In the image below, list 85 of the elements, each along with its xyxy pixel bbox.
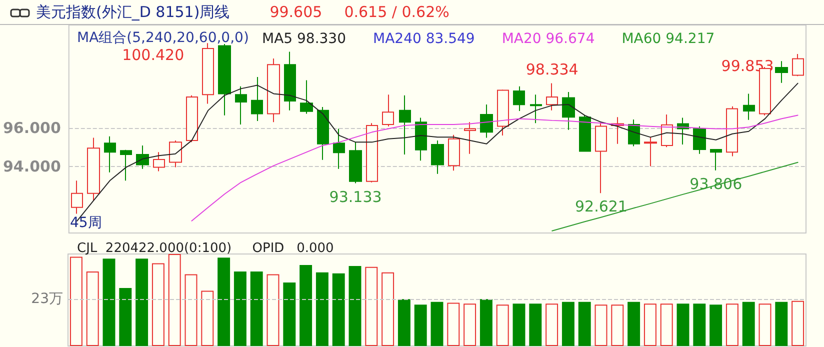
bar — [512, 304, 526, 346]
candlestick — [743, 93, 755, 120]
candlestick — [775, 60, 788, 84]
candlestick — [218, 44, 231, 116]
candlestick — [530, 94, 542, 124]
candlestick — [661, 114, 673, 148]
candlestick — [415, 117, 427, 162]
candlestick — [464, 122, 476, 154]
bar — [398, 299, 410, 346]
candlestick — [595, 122, 607, 194]
annotation: 98.334 — [526, 60, 578, 79]
candlestick — [284, 51, 296, 111]
bar — [480, 299, 492, 346]
candlestick — [202, 42, 214, 104]
text: 0.615 / 0.62% — [344, 3, 450, 21]
candlestick — [169, 140, 182, 168]
line-series — [552, 162, 798, 232]
bar — [250, 271, 263, 346]
bar — [316, 272, 328, 346]
candlestick — [120, 149, 132, 182]
annotation: 100.420 — [122, 46, 184, 64]
candlestick — [399, 94, 411, 155]
candlestick — [448, 134, 460, 172]
text: 99.605 — [270, 3, 322, 21]
bar — [332, 273, 345, 346]
bar — [529, 304, 542, 346]
bar — [234, 271, 246, 346]
candlestick — [251, 76, 263, 122]
text: MA5 98.330 — [262, 31, 346, 47]
candlestick — [366, 122, 378, 183]
bar — [628, 302, 640, 346]
text: MA20 96.674 — [502, 31, 595, 47]
bar — [348, 266, 362, 346]
candlestick — [136, 144, 149, 170]
annotation: 93.133 — [329, 188, 382, 206]
candlestick — [349, 142, 362, 184]
candlestick — [104, 136, 116, 173]
bar — [430, 302, 444, 346]
candlestick — [317, 106, 329, 160]
legend-label: MA240 83.549 — [373, 31, 475, 47]
bar — [742, 302, 755, 346]
y-tick-label: 94.000 — [2, 158, 61, 176]
line-series — [191, 114, 798, 222]
text: MA60 94.217 — [622, 31, 715, 47]
bar — [102, 258, 116, 346]
candlestick — [497, 89, 509, 136]
candlestick — [726, 106, 738, 157]
candlestick — [431, 140, 444, 174]
y-tick-label: 96.000 — [2, 119, 61, 138]
candlestick — [513, 86, 525, 112]
bar — [676, 304, 690, 346]
candlestick — [382, 94, 394, 127]
annotation: 92.621 — [574, 198, 628, 216]
bar — [693, 304, 706, 346]
candlestick — [562, 91, 575, 130]
candlestick — [71, 180, 83, 214]
bar — [300, 265, 312, 346]
bar — [710, 304, 722, 346]
candlestick — [579, 114, 591, 152]
bar — [578, 302, 591, 346]
candlestick — [480, 104, 493, 138]
bar — [775, 302, 788, 346]
bar — [218, 258, 230, 346]
candlestick — [235, 86, 247, 125]
candlestick — [546, 82, 558, 111]
candlestick — [300, 80, 313, 114]
candlestick — [792, 53, 804, 77]
bar — [119, 288, 132, 346]
candlestick — [186, 94, 198, 143]
ref-line-label: 23万 — [31, 291, 63, 308]
candlestick — [693, 126, 706, 154]
candlestick — [153, 152, 165, 172]
bar — [136, 258, 148, 346]
chart-title: 美元指数(外汇_D 8151)周线 — [36, 3, 230, 21]
chart-subtitle: MA组合(5,240,20,60,0,0) — [77, 30, 249, 46]
candlestick — [710, 148, 722, 171]
bar — [414, 304, 427, 346]
candlestick — [644, 136, 657, 167]
candlestick — [333, 128, 345, 170]
bar — [283, 282, 296, 346]
candlestick — [87, 137, 100, 202]
candlestick — [267, 58, 280, 123]
chart-title: CJL 220422.000(0:100) OPID 0.000 — [77, 241, 334, 256]
annotation: 45周 — [70, 215, 102, 231]
bar — [562, 302, 574, 346]
